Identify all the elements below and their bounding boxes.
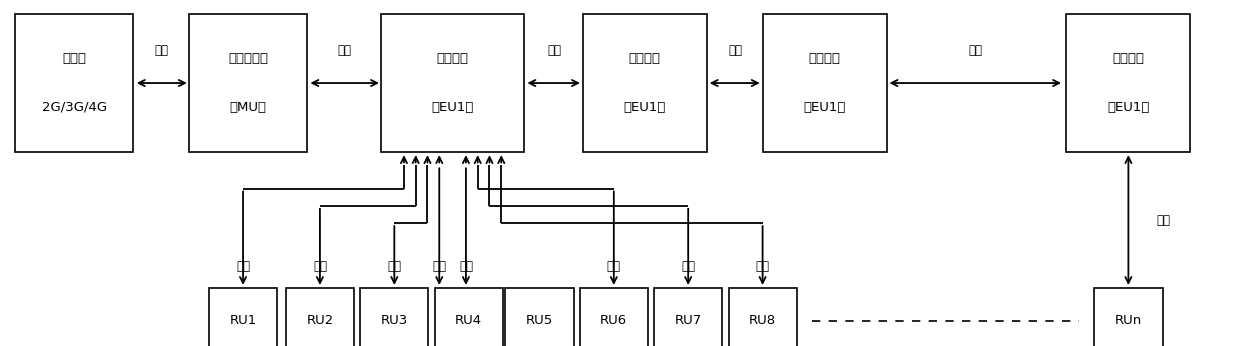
FancyBboxPatch shape [579,288,647,346]
Text: RU6: RU6 [600,314,627,327]
Text: （EU1）: （EU1） [1107,101,1149,114]
Text: （EU1）: （EU1） [432,101,474,114]
Text: （EU1）: （EU1） [624,101,666,114]
Text: RU2: RU2 [306,314,334,327]
FancyBboxPatch shape [1095,288,1163,346]
Text: （MU）: （MU） [229,101,267,114]
Text: 光纤: 光纤 [337,44,352,57]
Text: RU1: RU1 [229,314,257,327]
Text: 光纤: 光纤 [728,44,743,57]
Text: 光纤: 光纤 [606,260,621,273]
Text: RU8: RU8 [749,314,776,327]
Text: 光纤: 光纤 [387,260,402,273]
FancyBboxPatch shape [763,14,887,152]
FancyBboxPatch shape [729,288,797,346]
FancyBboxPatch shape [506,288,573,346]
Text: 光纤: 光纤 [1156,213,1171,227]
FancyBboxPatch shape [655,288,723,346]
Text: 主接入单元: 主接入单元 [228,52,268,65]
Text: RU7: RU7 [675,314,702,327]
Text: 扩展单元: 扩展单元 [1112,52,1145,65]
Text: 扩展单元: 扩展单元 [808,52,841,65]
Text: RU5: RU5 [526,314,553,327]
FancyBboxPatch shape [208,288,277,346]
Text: 光纤: 光纤 [312,260,327,273]
Text: 扩展单元: 扩展单元 [436,52,469,65]
FancyBboxPatch shape [190,14,308,152]
Text: RU4: RU4 [455,314,482,327]
Text: 光纤: 光纤 [755,260,770,273]
Text: RUn: RUn [1115,314,1142,327]
FancyBboxPatch shape [360,288,429,346]
FancyBboxPatch shape [382,14,523,152]
Text: （EU1）: （EU1） [804,101,846,114]
Text: 2G/3G/4G: 2G/3G/4G [42,101,107,114]
FancyBboxPatch shape [583,14,707,152]
FancyBboxPatch shape [285,288,355,346]
Text: 光纤: 光纤 [459,260,472,273]
Text: 光纤: 光纤 [433,260,446,273]
Text: RU3: RU3 [381,314,408,327]
Text: 光纤: 光纤 [681,260,696,273]
Text: 扩展单元: 扩展单元 [629,52,661,65]
Text: 信号源: 信号源 [62,52,87,65]
Text: 馈线: 馈线 [154,44,169,57]
FancyBboxPatch shape [1066,14,1190,152]
FancyBboxPatch shape [434,288,503,346]
Text: 光纤: 光纤 [968,44,983,57]
Text: 光纤: 光纤 [547,44,562,57]
FancyBboxPatch shape [15,14,134,152]
Text: 光纤: 光纤 [236,260,250,273]
